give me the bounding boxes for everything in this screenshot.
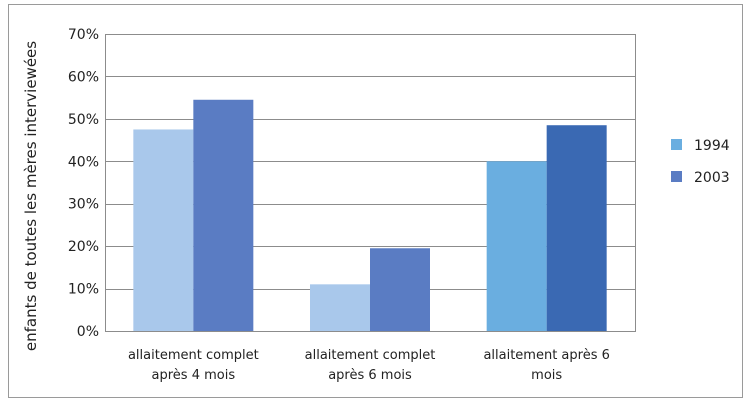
y-tick-label: 70% [68, 27, 99, 43]
x-category-label: après 4 mois [152, 368, 236, 383]
y-tick-label: 50% [68, 112, 99, 128]
y-tick-label: 60% [68, 69, 99, 85]
bar-1994-cat3 [486, 161, 547, 331]
x-category-label: après 6 mois [328, 368, 412, 383]
y-tick-label: 10% [68, 282, 99, 298]
y-tick-label: 0% [77, 324, 99, 340]
x-category-label: allaitement complet [305, 348, 436, 363]
legend-swatch-2003 [671, 171, 682, 182]
legend-swatch-1994 [671, 139, 682, 150]
x-category-label: allaitement après 6 [483, 348, 609, 363]
bar-1994-cat2 [310, 284, 370, 331]
x-category-label: mois [531, 368, 562, 383]
y-tick-label: 20% [68, 239, 99, 255]
bar-2003-cat3 [546, 125, 607, 331]
bar-1994-cat1 [133, 129, 194, 331]
bar-2003-cat1 [193, 99, 254, 331]
bar-2003-cat2 [370, 248, 430, 331]
y-axis-label: enfants de toutes les mères interviewées [22, 41, 40, 351]
y-tick-label: 40% [68, 154, 99, 170]
y-tick-label: 30% [68, 197, 99, 213]
plot-area-border [105, 34, 636, 332]
legend-label-2003: 2003 [694, 170, 730, 186]
x-category-label: allaitement complet [128, 348, 259, 363]
legend-label-1994: 1994 [694, 138, 730, 154]
